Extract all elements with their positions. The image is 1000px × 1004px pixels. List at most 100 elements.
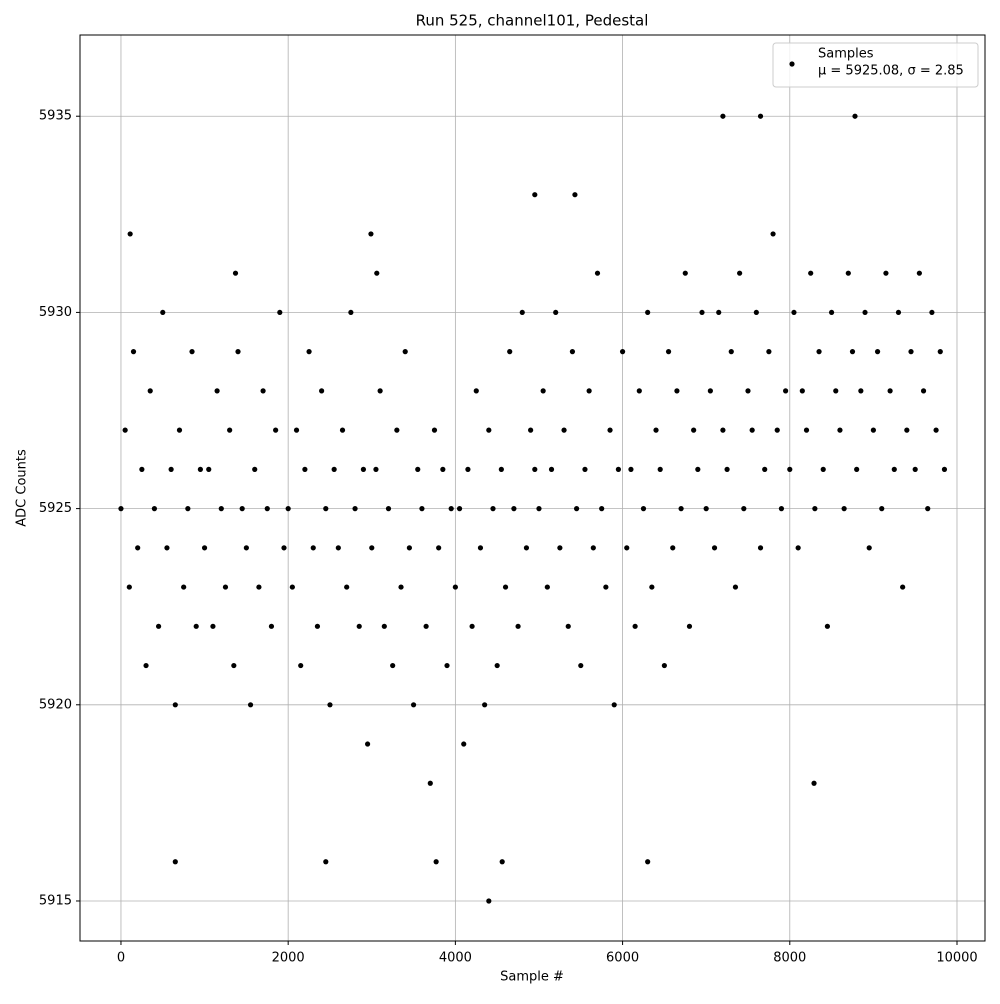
data-point — [599, 505, 605, 512]
data-point — [582, 466, 588, 472]
data-point — [139, 466, 145, 472]
data-point — [193, 623, 199, 629]
data-point — [126, 584, 132, 590]
data-point — [331, 466, 337, 472]
data-point — [711, 545, 718, 551]
data-point — [783, 388, 789, 394]
data-point — [232, 270, 239, 276]
data-point — [189, 349, 195, 355]
data-point — [498, 466, 504, 472]
data-point — [440, 466, 446, 472]
data-point — [574, 505, 580, 512]
data-point — [482, 702, 488, 708]
data-point — [201, 545, 208, 551]
data-point — [268, 623, 275, 629]
data-point — [686, 623, 693, 629]
data-point — [862, 309, 868, 316]
data-point — [887, 388, 893, 394]
data-point — [433, 859, 439, 865]
data-point — [448, 505, 454, 512]
y-axis-label: ADC Counts — [15, 449, 30, 527]
data-point — [519, 309, 525, 316]
data-point — [670, 545, 676, 551]
data-point — [674, 388, 680, 394]
data-point — [419, 505, 425, 512]
data-point — [937, 349, 943, 355]
data-point — [925, 505, 931, 512]
data-point — [344, 584, 350, 590]
data-point — [507, 349, 513, 355]
data-point — [728, 349, 734, 355]
data-point — [235, 349, 241, 355]
data-point — [277, 309, 283, 316]
data-point — [285, 505, 291, 512]
data-point — [854, 466, 860, 472]
data-point — [210, 623, 216, 629]
data-point — [264, 505, 270, 512]
data-point — [281, 545, 287, 551]
data-point — [319, 388, 325, 394]
data-point — [791, 309, 797, 316]
data-point — [929, 309, 935, 316]
data-point — [741, 505, 747, 512]
data-point — [682, 270, 688, 276]
data-point — [866, 545, 872, 551]
data-point — [377, 388, 383, 394]
data-point — [833, 388, 839, 394]
data-point — [172, 859, 178, 865]
x-tick-label: 4000 — [439, 951, 472, 966]
data-point — [155, 623, 162, 629]
chart-title: Run 525, channel101, Pedestal — [416, 12, 649, 30]
data-point — [653, 427, 659, 433]
data-point — [381, 623, 387, 629]
data-point — [619, 349, 626, 355]
data-point — [908, 349, 914, 355]
data-point — [695, 466, 701, 472]
data-point — [904, 427, 910, 433]
data-point — [883, 270, 889, 276]
data-point — [795, 545, 801, 551]
data-point — [227, 427, 233, 433]
data-point — [302, 466, 308, 472]
data-point — [611, 702, 617, 708]
data-point — [151, 505, 158, 512]
x-tick-label: 0 — [117, 951, 125, 966]
data-point — [661, 662, 667, 669]
data-point — [461, 741, 467, 747]
data-point — [310, 545, 316, 551]
data-point — [565, 623, 571, 629]
data-point — [933, 427, 939, 433]
data-point — [323, 859, 329, 865]
data-point — [787, 466, 793, 472]
data-point — [160, 309, 166, 316]
data-point — [540, 388, 546, 394]
data-point — [808, 270, 814, 276]
data-point — [247, 702, 254, 708]
data-point — [578, 662, 584, 669]
data-point — [502, 584, 509, 590]
data-point — [678, 505, 684, 512]
data-point — [812, 505, 818, 512]
data-point — [624, 545, 630, 551]
data-point — [603, 584, 609, 590]
data-point — [314, 623, 321, 629]
data-point — [720, 113, 726, 119]
data-point — [327, 702, 333, 708]
data-point — [406, 545, 412, 551]
data-point — [511, 505, 517, 512]
data-point — [820, 466, 826, 472]
data-point — [852, 113, 858, 119]
x-tick-label: 2000 — [272, 951, 305, 966]
data-point — [557, 545, 563, 551]
data-point — [293, 427, 300, 433]
data-point — [473, 388, 479, 394]
data-point — [553, 309, 559, 316]
data-point — [544, 584, 550, 590]
data-point — [499, 859, 505, 865]
data-point — [206, 466, 212, 472]
data-point — [841, 505, 847, 512]
data-point — [364, 741, 371, 747]
data-point — [628, 466, 634, 472]
